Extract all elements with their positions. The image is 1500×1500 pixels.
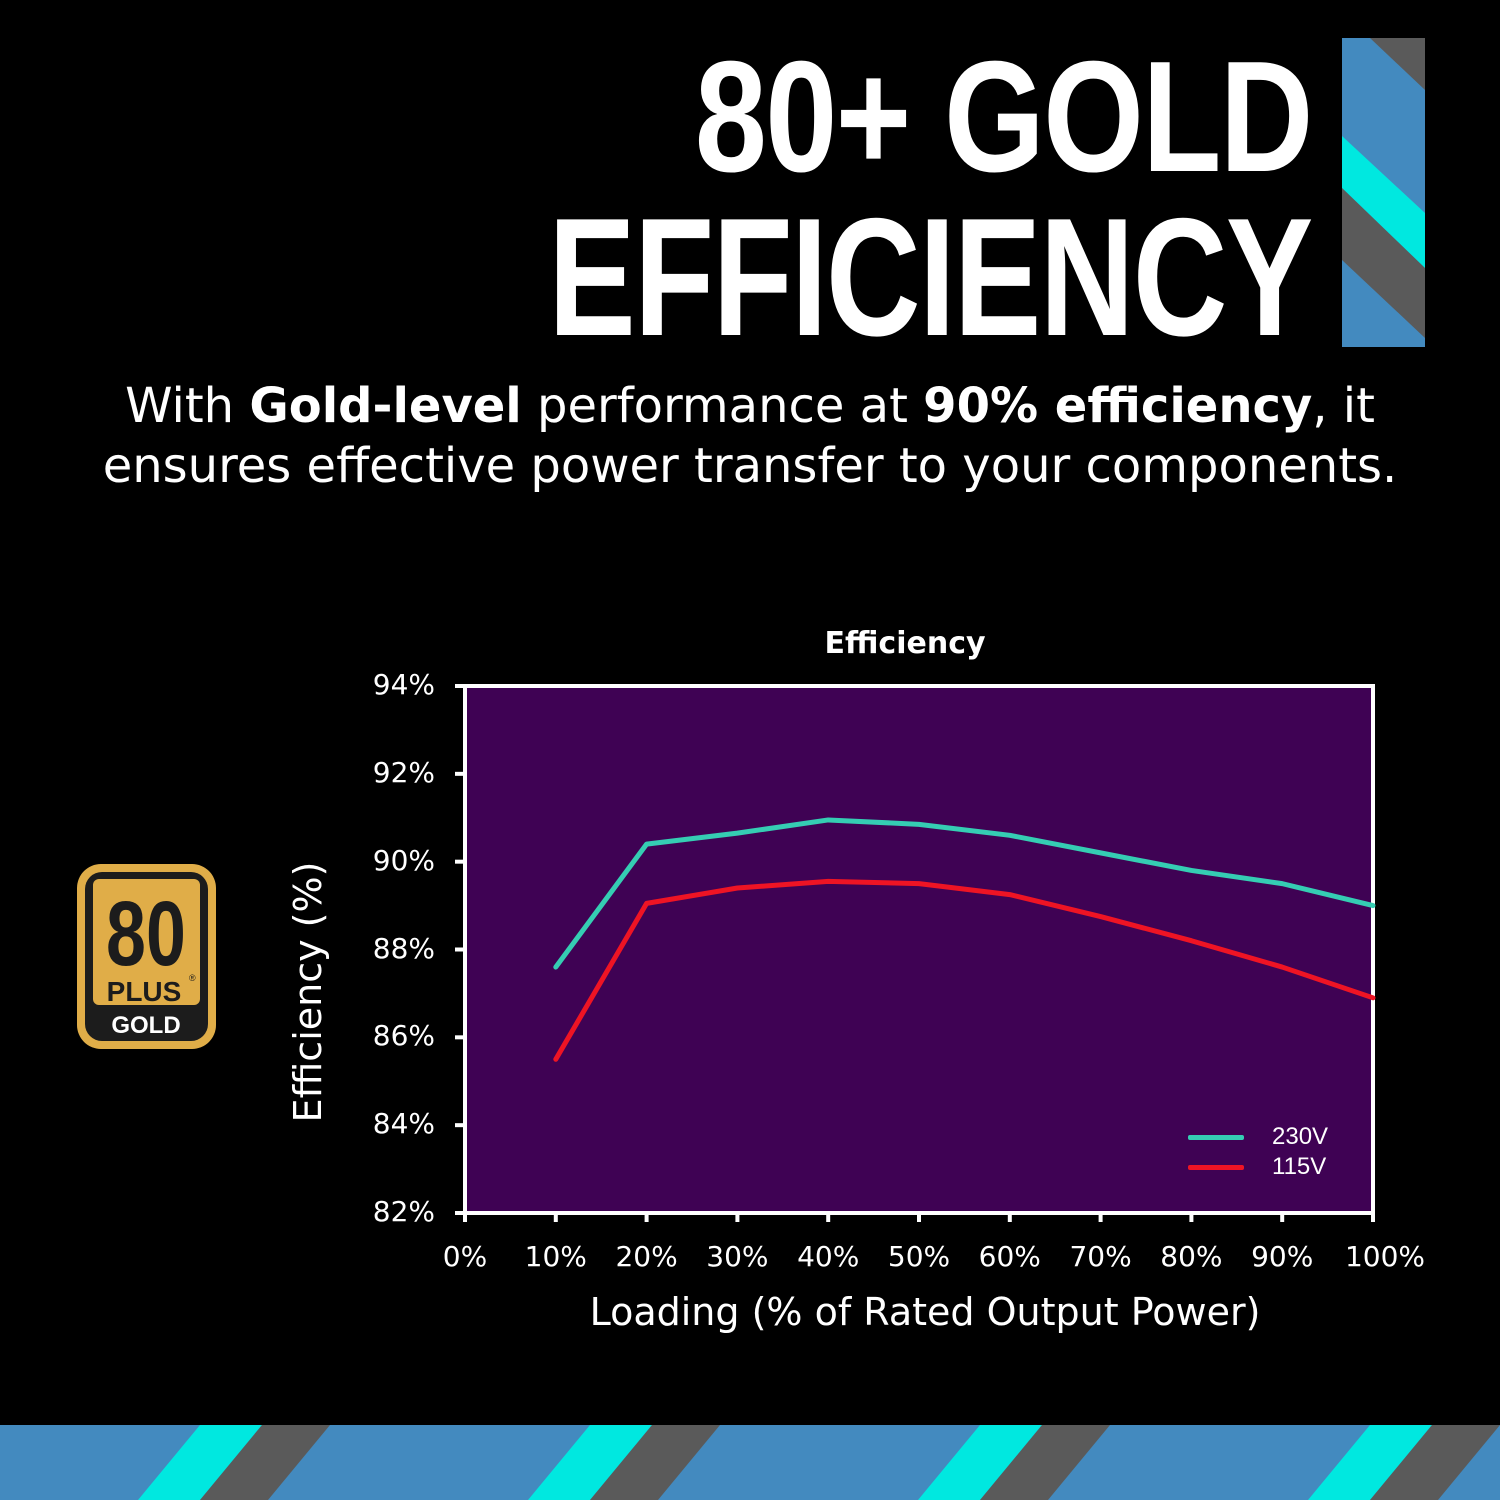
subtitle-text: performance at xyxy=(521,378,924,434)
y-tick-label: 82% xyxy=(372,1195,435,1228)
legend-label-230v: 230V xyxy=(1272,1123,1329,1150)
legend-swatch-230v xyxy=(1188,1134,1244,1140)
x-tick-label: 0% xyxy=(442,1240,488,1273)
subtitle-text: With xyxy=(125,378,250,434)
chart-legend: 230V 115V xyxy=(1188,1122,1328,1182)
side-stripe-decoration xyxy=(1342,38,1425,347)
y-tick-label: 94% xyxy=(372,668,435,701)
svg-text:PLUS: PLUS xyxy=(107,976,182,1007)
svg-text:®: ® xyxy=(189,973,196,983)
subtitle: With Gold-level performance at 90% effic… xyxy=(60,376,1440,496)
subtitle-bold-efficiency: 90% efficiency xyxy=(923,378,1313,434)
headline: 80+ GOLD EFFICIENCY xyxy=(333,29,1314,371)
x-tick-label: 80% xyxy=(1160,1240,1223,1273)
bottom-stripe-decoration xyxy=(0,1425,1500,1500)
x-tick-label: 10% xyxy=(524,1240,587,1273)
chart-title: Efficiency xyxy=(824,626,986,661)
y-tick-label: 90% xyxy=(372,843,435,877)
headline-line-2: EFFICIENCY xyxy=(548,182,1314,371)
x-axis-label: Loading (% of Rated Output Power) xyxy=(589,1290,1261,1334)
x-tick-label: 60% xyxy=(978,1240,1041,1273)
80-plus-gold-badge: 80 PLUS ® GOLD xyxy=(76,863,217,1050)
y-tick-label: 88% xyxy=(372,931,435,965)
y-tick-label: 84% xyxy=(372,1107,435,1141)
legend-label-115v: 115V xyxy=(1272,1153,1327,1180)
x-tick-label: 20% xyxy=(615,1240,678,1273)
y-axis-label: Efficiency (%) xyxy=(286,861,330,1123)
svg-text:GOLD: GOLD xyxy=(111,1012,180,1039)
x-tick-label: 100% xyxy=(1344,1240,1426,1273)
legend-item-115v: 115V xyxy=(1188,1152,1328,1182)
subtitle-bold-gold-level: Gold-level xyxy=(249,378,522,434)
x-tick-label: 50% xyxy=(887,1240,951,1273)
x-tick-label: 90% xyxy=(1251,1240,1314,1273)
efficiency-chart xyxy=(455,684,1376,1222)
y-tick-label: 92% xyxy=(372,755,435,789)
series-line-230v xyxy=(553,817,1376,970)
subtitle-text: , it ensures effective power transfer to… xyxy=(102,378,1398,494)
series-line-115v xyxy=(553,878,1376,1062)
svg-text:80: 80 xyxy=(106,882,186,985)
y-tick-label: 86% xyxy=(372,1019,435,1053)
legend-swatch-115v xyxy=(1188,1164,1244,1170)
x-tick-label: 30% xyxy=(706,1240,769,1273)
headline-line-1: 80+ GOLD xyxy=(695,29,1314,205)
legend-item-230v: 230V xyxy=(1188,1122,1328,1152)
x-tick-label: 70% xyxy=(1069,1240,1132,1273)
x-tick-label: 40% xyxy=(797,1240,860,1273)
